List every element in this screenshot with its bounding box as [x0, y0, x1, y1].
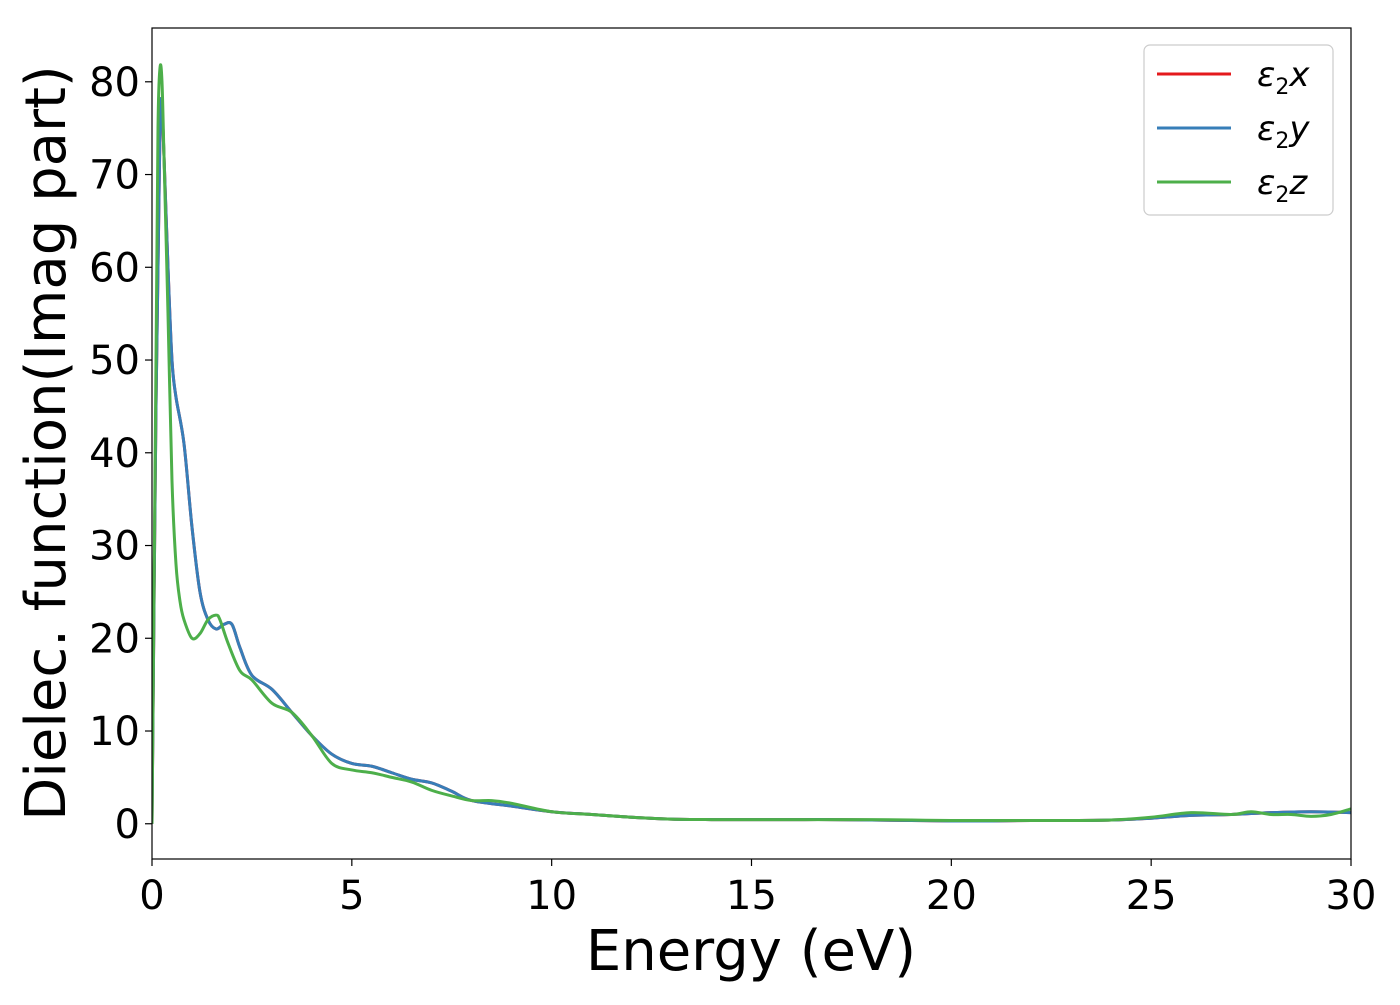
x-axis-label: Energy (eV)	[586, 919, 916, 984]
y-tick-label: 80	[89, 60, 140, 106]
legend-label-x: ε2x	[1257, 55, 1310, 100]
y-tick-label: 50	[89, 338, 140, 384]
legend-box	[1143, 44, 1334, 216]
ticks-layer: 0 5 10 15 20 25 30 0 10 20 30 40 50 60 70 80	[89, 60, 1376, 919]
legend-label-y: ε2y	[1257, 109, 1310, 154]
legend: ε2x ε2y ε2z	[1143, 44, 1334, 216]
y-tick-label: 20	[89, 616, 140, 662]
y-tick-label: 10	[89, 709, 140, 755]
x-tick-label: 0	[139, 873, 164, 919]
x-tick-label: 30	[1326, 873, 1377, 919]
y-axis-label: Dielec. function(Imag part)	[14, 65, 79, 821]
y-tick-label: 30	[89, 524, 140, 570]
y-tick-label: 0	[115, 802, 140, 848]
x-tick-label: 20	[926, 873, 977, 919]
series-line-z	[152, 63, 1351, 824]
x-tick-label: 5	[339, 873, 364, 919]
y-tick-label: 40	[89, 431, 140, 477]
x-tick-label: 15	[726, 873, 777, 919]
x-tick-label: 10	[526, 873, 577, 919]
lines-layer	[152, 63, 1351, 824]
legend-label-z: ε2z	[1257, 163, 1308, 208]
y-tick-label: 60	[89, 245, 140, 291]
y-tick-label: 70	[89, 153, 140, 199]
x-tick-label: 25	[1126, 873, 1177, 919]
